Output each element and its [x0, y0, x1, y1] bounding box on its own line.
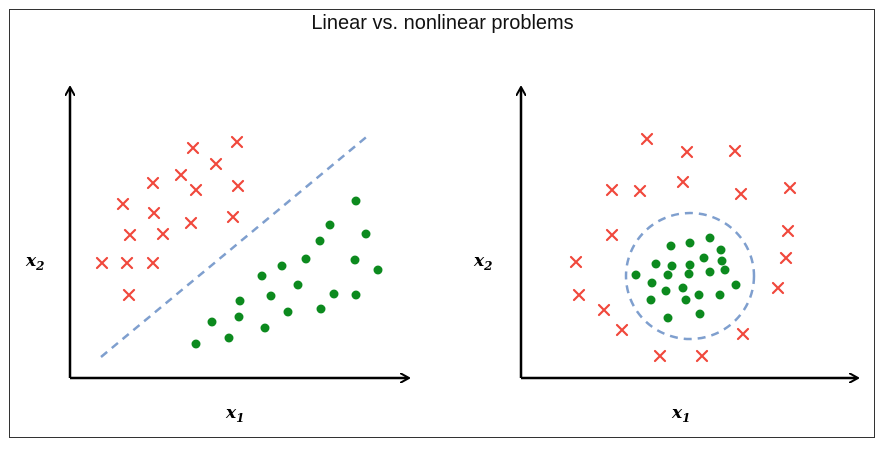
nonlinear-panel: x1 x2 [473, 88, 857, 425]
nonlinear-cross-marker [569, 255, 583, 269]
nonlinear-cross-marker [779, 251, 793, 265]
nonlinear-dot-marker [663, 270, 673, 280]
nonlinear-y-axis-label: x2 [473, 251, 493, 273]
linear-dot-marker [329, 289, 339, 299]
linear-dot-marker [207, 317, 217, 327]
nonlinear-dot-marker [684, 269, 694, 279]
nonlinear-cross-marker [653, 349, 667, 363]
nonlinear-dot-marker [646, 295, 656, 305]
linear-panel: x1 x2 [25, 88, 408, 425]
nonlinear-dot-marker [663, 313, 673, 323]
linear-cross-marker [146, 176, 160, 190]
linear-x-axis-label: x1 [225, 403, 245, 425]
nonlinear-cross-marker [783, 181, 797, 195]
nonlinear-dot-marker [717, 256, 727, 266]
nonlinear-cross-marker [695, 349, 709, 363]
nonlinear-cross-marker [736, 327, 750, 341]
linear-dot-marker [224, 333, 234, 343]
nonlinear-cross-marker [615, 323, 629, 337]
linear-dot-marker [315, 236, 325, 246]
linear-dot-marker [351, 196, 361, 206]
nonlinear-dot-marker [631, 270, 641, 280]
linear-dot-marker [257, 271, 267, 281]
nonlinear-cross-marker [734, 187, 748, 201]
linear-dot-marker [325, 220, 335, 230]
nonlinear-dot-marker [694, 290, 704, 300]
linear-cross-marker [184, 216, 198, 230]
nonlinear-dot-marker [731, 280, 741, 290]
nonlinear-decision-boundary [624, 211, 756, 341]
linear-cross-marker [116, 197, 130, 211]
nonlinear-dot-marker [685, 260, 695, 270]
nonlinear-cross-marker [605, 183, 619, 197]
linear-dot-marker [361, 229, 371, 239]
nonlinear-dot-marker [715, 290, 725, 300]
linear-cross-marker [209, 157, 223, 171]
nonlinear-cross-marker [605, 228, 619, 242]
nonlinear-dot-marker [666, 241, 676, 251]
linear-cross-marker [189, 183, 203, 197]
nonlinear-dot-marker [678, 283, 688, 293]
nonlinear-dot-marker [667, 261, 677, 271]
linear-cross-marker [147, 206, 161, 220]
figure-title: Linear vs. nonlinear problems [311, 12, 574, 34]
linear-cross-marker [146, 256, 160, 270]
nonlinear-dot-marker [699, 253, 709, 263]
linear-dot-marker [283, 307, 293, 317]
nonlinear-dot-marker [720, 265, 730, 275]
nonlinear-cross-marker [781, 224, 795, 238]
nonlinear-cross-marker [633, 184, 647, 198]
nonlinear-dot-marker [681, 295, 691, 305]
linear-cross-marker [226, 210, 240, 224]
linear-cross-marker [122, 288, 136, 302]
nonlinear-dot-marker [716, 245, 726, 255]
linear-cross-marker [123, 228, 137, 242]
linear-y-axis-label: x2 [25, 251, 45, 273]
nonlinear-cross-marker [640, 132, 654, 146]
linear-cross-marker [120, 256, 134, 270]
nonlinear-cross-marker [676, 175, 690, 189]
nonlinear-dot-marker [705, 267, 715, 277]
linear-cross-marker [95, 256, 109, 270]
nonlinear-cross-marker [572, 288, 586, 302]
linear-dot-marker [350, 255, 360, 265]
linear-cross-marker [186, 141, 200, 155]
nonlinear-cross-marker [680, 145, 694, 159]
nonlinear-cross-marker [728, 144, 742, 158]
nonlinear-dot-marker [705, 233, 715, 243]
linear-dot-marker [277, 261, 287, 271]
linear-dot-marker [301, 254, 311, 264]
linear-decision-boundary [100, 133, 371, 358]
linear-dot-marker [351, 290, 361, 300]
figure-frame [9, 9, 875, 438]
linear-dot-marker [234, 312, 244, 322]
linear-dot-marker [316, 304, 326, 314]
nonlinear-cross-marker [597, 303, 611, 317]
nonlinear-dot-marker [647, 278, 657, 288]
nonlinear-dot-marker [661, 286, 671, 296]
linear-dot-marker [266, 291, 276, 301]
nonlinear-x-axis-label: x1 [671, 403, 691, 425]
nonlinear-dot-marker [685, 238, 695, 248]
linear-dot-marker [373, 265, 383, 275]
nonlinear-cross-marker [771, 281, 785, 295]
linear-cross-marker [174, 168, 188, 182]
linear-cross-marker [231, 179, 245, 193]
linear-cross-marker [156, 227, 170, 241]
linear-dot-marker [235, 296, 245, 306]
linear-dot-marker [191, 339, 201, 349]
nonlinear-dot-marker [651, 259, 661, 269]
nonlinear-dot-marker [695, 309, 705, 319]
linear-dot-marker [260, 323, 270, 333]
linear-cross-marker [230, 135, 244, 149]
linear-dot-marker [293, 280, 303, 290]
